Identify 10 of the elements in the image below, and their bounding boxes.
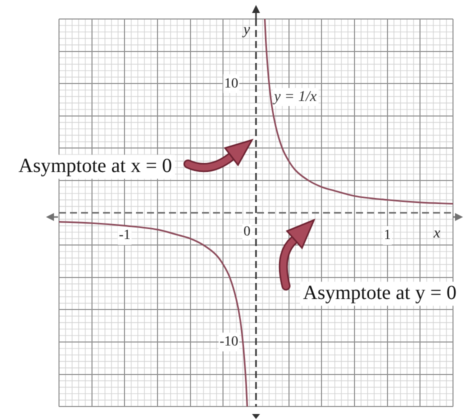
annotation: Asymptote at x = 0 [18, 155, 172, 178]
x-tick-label: -1 [118, 228, 131, 244]
y-tick-label: -10 [220, 334, 238, 350]
series-label: y = 1/x [272, 88, 317, 105]
annotation: 0 [244, 224, 250, 240]
y-axis-title: y [241, 22, 250, 38]
y-tick-label: 10 [224, 76, 238, 92]
annotation: Asymptote at y = 0 [303, 282, 456, 304]
x-axis-title: x [432, 226, 441, 242]
x-tick-label: 1 [384, 228, 391, 244]
